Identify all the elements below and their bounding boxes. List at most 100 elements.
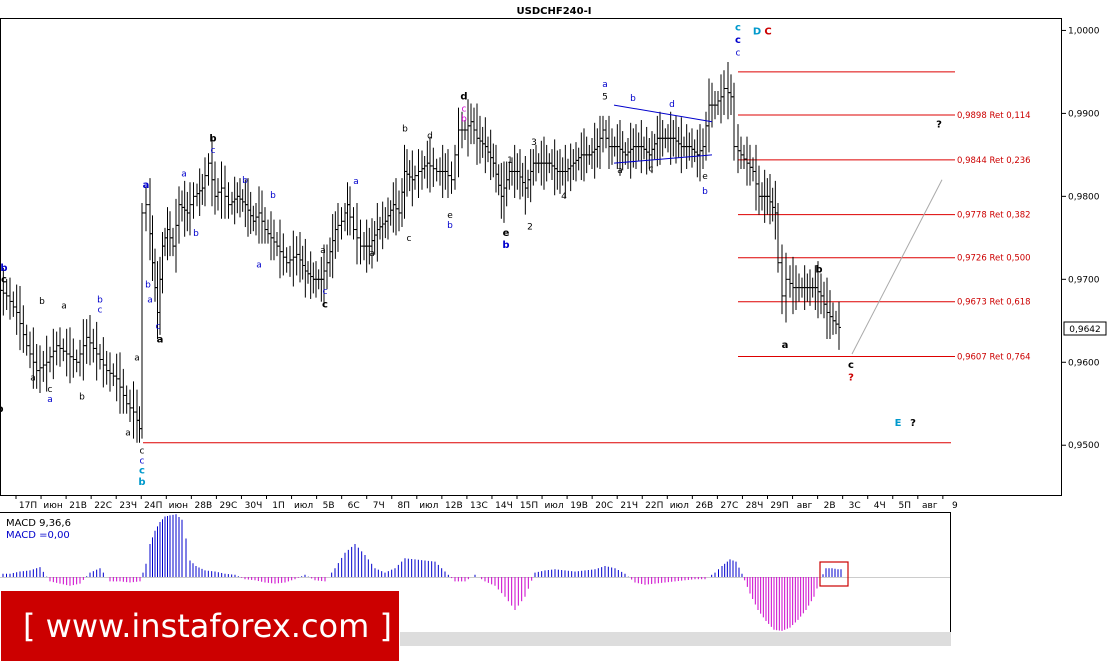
wave-label: b — [630, 94, 636, 104]
x-tick-label: 7Ч — [373, 501, 385, 511]
triangle-lines — [613, 104, 713, 164]
wave-label: b — [97, 296, 103, 306]
x-tick-label: 20С — [595, 501, 613, 511]
wave-label: b — [0, 263, 7, 274]
wave-label: ? — [910, 418, 916, 429]
wave-label: D — [753, 27, 761, 38]
wave-label: b — [145, 281, 151, 291]
wave-label: 1 — [507, 156, 513, 166]
wave-label: a — [181, 169, 187, 179]
x-tick-label: июл — [544, 501, 563, 511]
wave-label: b — [815, 265, 822, 276]
wave-label: c — [211, 146, 216, 156]
wave-label: C — [764, 27, 771, 38]
macd-histogram — [2, 514, 842, 631]
triangle-line — [613, 154, 713, 164]
x-tick-label: 29П — [770, 501, 788, 511]
wave-label: a — [617, 166, 623, 176]
x-tick-label: 5В — [323, 501, 335, 511]
y-tick-label: 0,9600 — [1068, 358, 1100, 368]
x-tick-label: 1П — [272, 501, 285, 511]
x-tick-label: 22С — [94, 501, 112, 511]
y-tick-label: 0,9900 — [1068, 109, 1100, 119]
wave-label: c — [140, 456, 145, 466]
wave-label: e — [702, 172, 708, 182]
wave-label: 2 — [527, 223, 533, 233]
x-tick-label: июн — [169, 501, 188, 511]
x-tick-label: 28Ч — [746, 501, 764, 511]
x-tick-label: 9 — [952, 501, 958, 511]
wave-label: a — [147, 296, 153, 306]
wave-label: a — [125, 428, 131, 438]
x-tick-label: июл — [670, 501, 689, 511]
x-tick-label: 3С — [849, 501, 861, 511]
x-tick-label: 27С — [721, 501, 739, 511]
wave-labels: bcbbabcacabaacccbabacaabbcbbaaccaacbdebd… — [0, 22, 942, 488]
logo-text: [ www.instaforex.com ] — [23, 607, 392, 645]
wave-label: 3 — [531, 138, 537, 148]
chart-title: USDCHF240-I — [517, 6, 592, 17]
wave-label: c — [1, 275, 7, 286]
wave-label: a — [369, 249, 375, 259]
wave-label: c — [848, 360, 854, 371]
wave-label: b — [209, 134, 216, 145]
x-tick-label: 28В — [195, 501, 213, 511]
wave-label: a — [320, 246, 326, 256]
x-tick-label: 19В — [570, 501, 588, 511]
triangle-line — [613, 104, 713, 123]
price-bars — [0, 61, 841, 443]
y-tick-label: 0,9800 — [1068, 192, 1100, 202]
wave-label: c — [323, 287, 328, 297]
x-tick-label: 5П — [899, 501, 912, 511]
fib-label: 0,9607 Ret 0,764 — [957, 352, 1031, 362]
wave-label: b — [270, 191, 276, 201]
macd-highlight-box — [819, 561, 849, 587]
x-tick-label: 24П — [144, 501, 162, 511]
wave-label: c — [736, 48, 741, 58]
wave-label: c — [139, 465, 145, 476]
current-price-value: 0,9642 — [1069, 325, 1101, 335]
wave-label: c — [48, 385, 53, 395]
x-tick-label: 8П — [398, 501, 411, 511]
x-tick-label: июл — [419, 501, 438, 511]
wave-label: c — [98, 305, 103, 315]
wave-label: E — [895, 418, 902, 429]
wave-label: a — [256, 261, 262, 271]
wave-label: b — [79, 393, 85, 403]
wave-label: a — [61, 301, 67, 311]
wave-label: b — [502, 240, 509, 251]
wave-label: c — [407, 234, 412, 244]
wave-label: d — [427, 131, 433, 141]
x-tick-label: 23Ч — [119, 501, 137, 511]
wave-label: c — [735, 22, 741, 33]
wave-label: d — [460, 91, 467, 102]
x-tick-label: 30Ч — [245, 501, 263, 511]
x-tick-label: 29С — [220, 501, 238, 511]
wave-label: b — [402, 125, 408, 135]
wave-label: c — [735, 35, 741, 46]
x-tick-label: 22П — [645, 501, 663, 511]
wave-label: e — [503, 228, 510, 239]
x-tick-label: 6С — [348, 501, 360, 511]
wave-label: a — [602, 80, 608, 90]
projection-segment — [851, 179, 943, 355]
instaforex-logo[interactable]: [ www.instaforex.com ] — [1, 591, 399, 661]
wave-label: a — [157, 334, 164, 345]
x-tick-label: 17П — [19, 501, 37, 511]
wave-label: c — [322, 300, 328, 311]
x-tick-label: 14Ч — [495, 501, 513, 511]
x-tick-label: 2В — [824, 501, 836, 511]
y-tick-label: 1,0000 — [1068, 26, 1100, 36]
wave-label: a — [134, 354, 140, 364]
wave-label: b — [242, 176, 248, 186]
wave-label: 4 — [561, 192, 567, 202]
x-tick-label: авг — [922, 501, 938, 511]
wave-label: a — [143, 180, 150, 191]
wave-label: b — [193, 229, 199, 239]
x-tick-label: 4Ч — [874, 501, 886, 511]
fib-label: 0,9673 Ret 0,618 — [957, 298, 1031, 308]
fib-levels: 0,9898 Ret 0,114 0,9844 Ret 0,236 0,9778 R… — [738, 71, 1031, 362]
x-tick-label: авг — [797, 501, 813, 511]
y-axis: 1,0000 0,9900 0,9800 0,9700 0,9600 0,9500 — [1062, 26, 1100, 451]
y-tick-label: 0,9700 — [1068, 275, 1100, 285]
